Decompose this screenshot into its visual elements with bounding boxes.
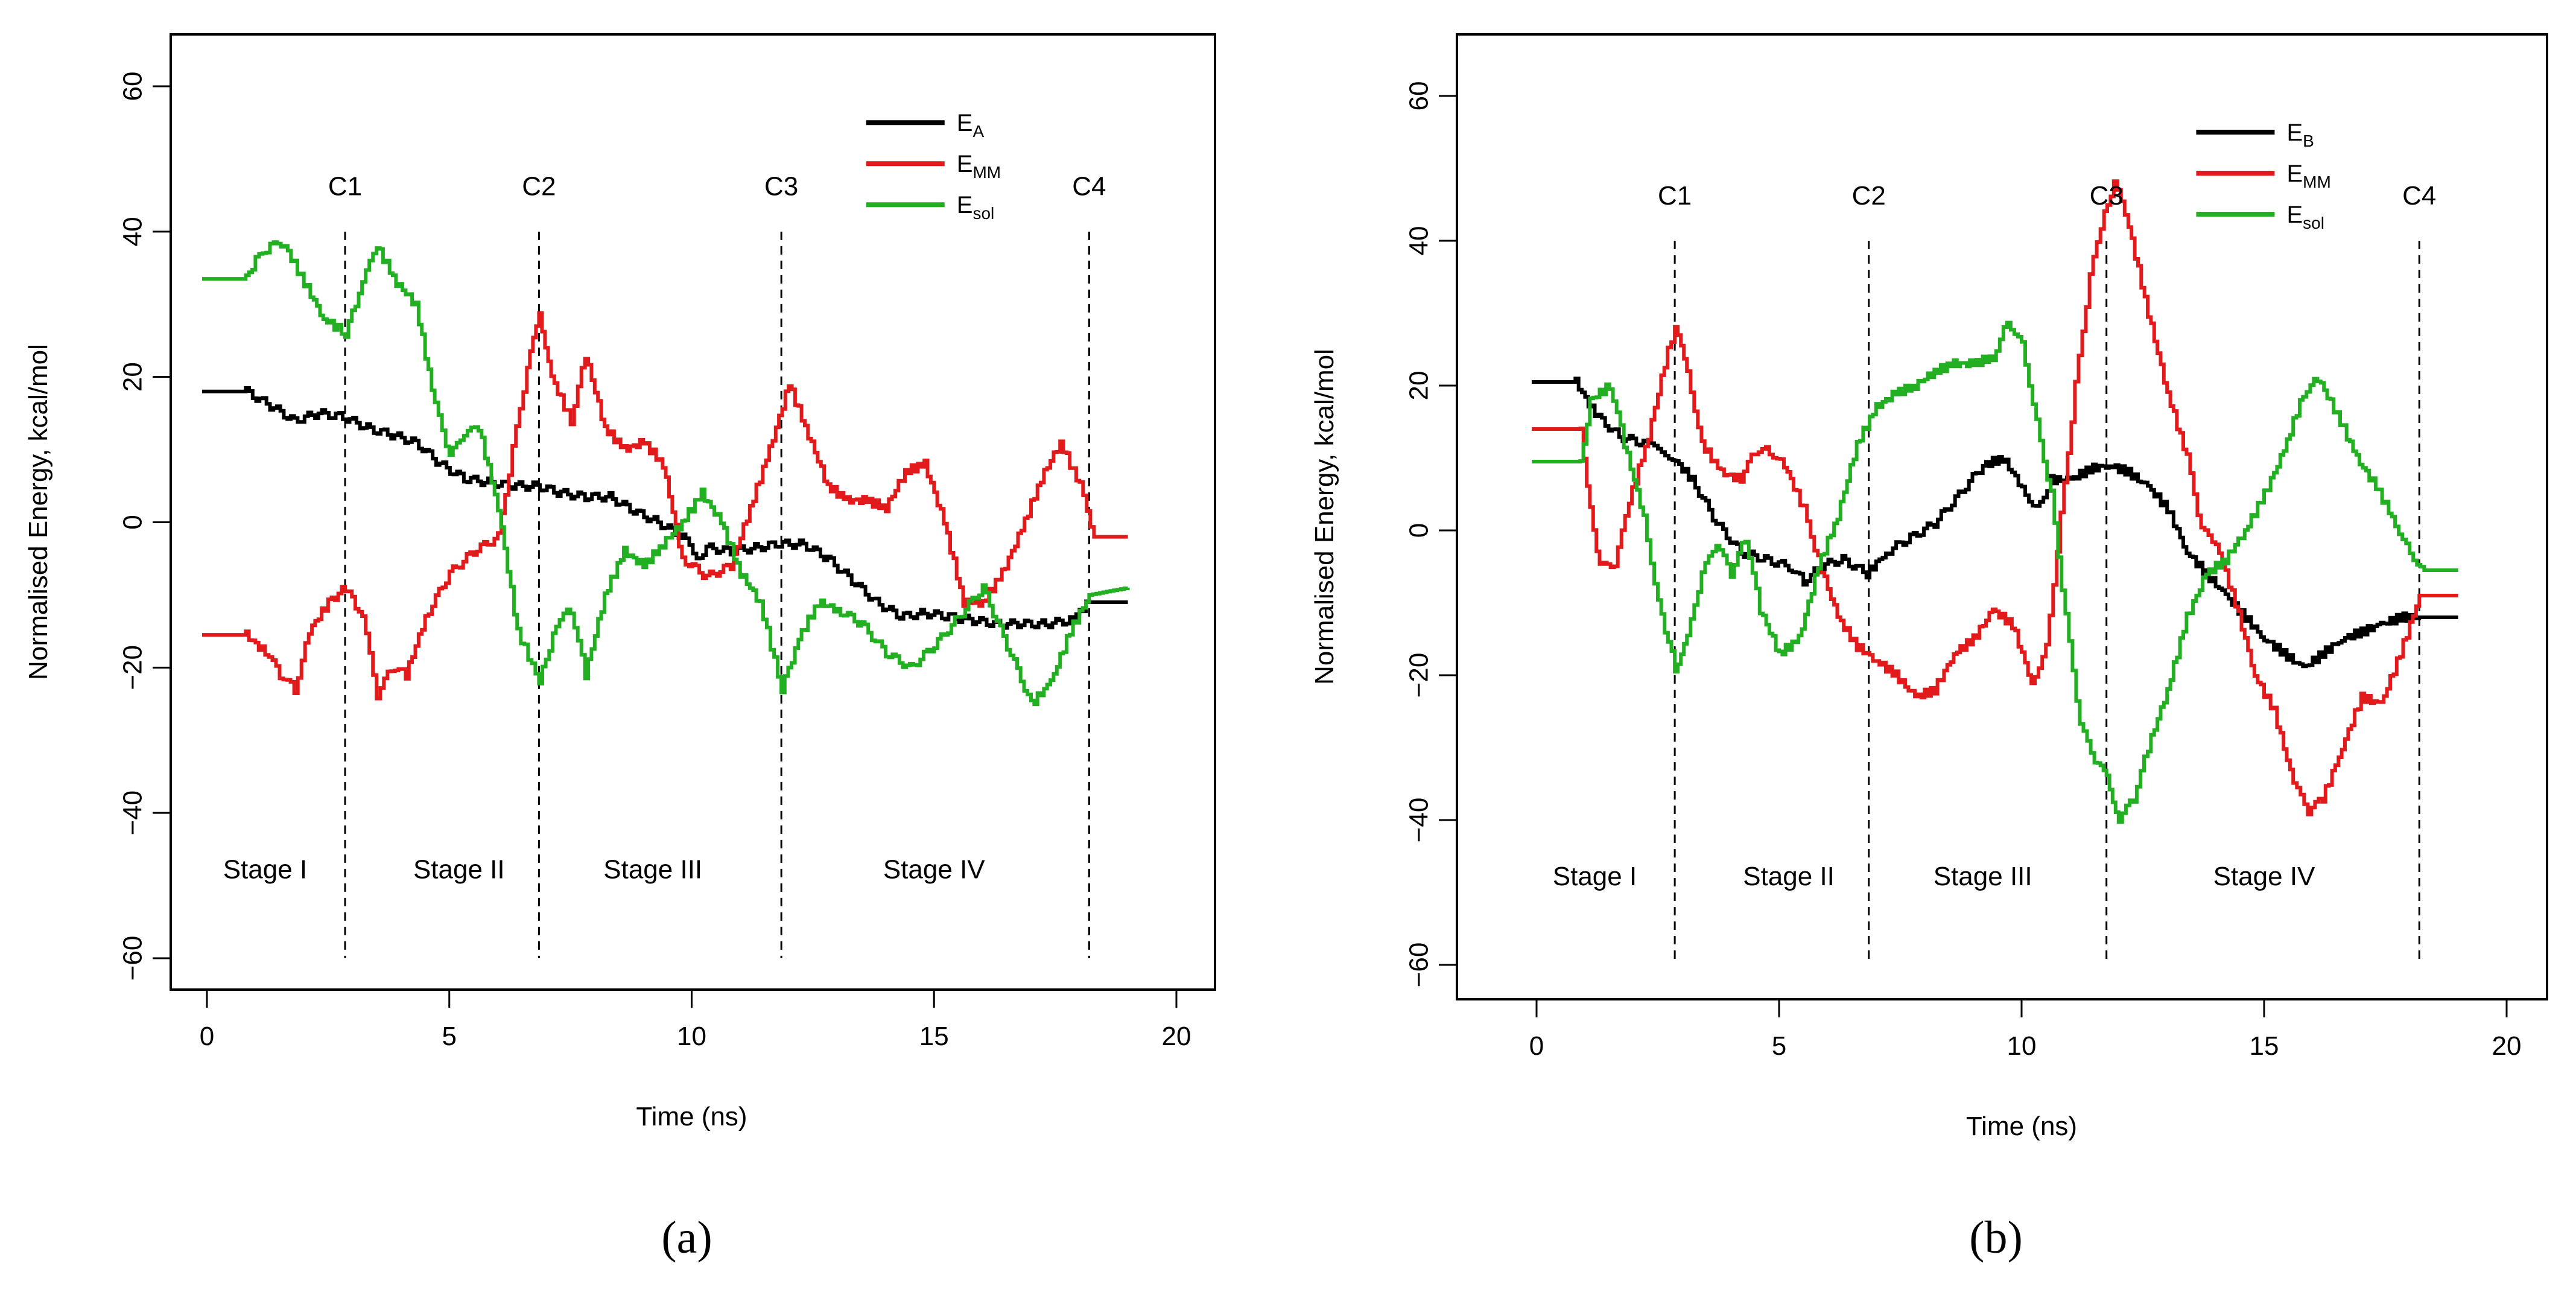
x-tick-label-10: 10 — [677, 1022, 706, 1051]
stage-label-4: Stage IV — [883, 855, 985, 885]
stage-label-1: Stage I — [223, 855, 307, 885]
legend-entry-b: EB — [2286, 119, 2314, 150]
series-e-b — [1532, 377, 2458, 669]
series-e-sol — [1532, 320, 2458, 824]
x-tick-label-5: 5 — [1772, 1031, 1786, 1061]
y-tick-label--20: −20 — [118, 645, 148, 690]
series-layer — [202, 240, 1130, 707]
annotations: C1 C2 C3 C4 Stage I Stage II Stage III Stage IV — [223, 172, 1106, 885]
series-e-a — [202, 386, 1128, 630]
y-tick-label-60: 60 — [1404, 81, 1434, 111]
legend: EB EMM Esol — [2196, 119, 2331, 232]
stage-label-1: Stage I — [1553, 862, 1637, 891]
y-tick-label-0: 0 — [118, 515, 148, 529]
series-e-mm — [202, 311, 1128, 701]
x-tick-label-10: 10 — [2007, 1031, 2037, 1061]
series-e-mm — [1532, 179, 2458, 816]
y-axis-label: Normalised Energy, kcal/mol — [1310, 349, 1339, 685]
y-tick-label-60: 60 — [118, 72, 148, 101]
x-tick-label-15: 15 — [2250, 1031, 2279, 1061]
legend-entry-mm: EMM — [957, 151, 1001, 182]
y-tick-label--20: −20 — [1404, 653, 1434, 698]
y-tick-label--60: −60 — [118, 936, 148, 981]
stage-label-3: Stage III — [603, 855, 702, 885]
x-axis-label: Time (ns) — [1966, 1112, 2077, 1141]
annotations: C1 C2 C3 C4 Stage I Stage II Stage III Stage IV — [1553, 181, 2437, 891]
cline-label-c4: C4 — [1072, 172, 1106, 202]
y-tick-label--60: −60 — [1404, 943, 1434, 988]
y-tick-label--40: −40 — [118, 790, 148, 836]
y-tick-label-0: 0 — [1404, 523, 1434, 538]
series-layer — [1532, 179, 2458, 824]
panel-caption: (a) — [661, 1212, 712, 1263]
stage-label-3: Stage III — [1934, 862, 2032, 891]
series-e-sol — [202, 240, 1130, 707]
y-axis-label: Normalised Energy, kcal/mol — [24, 344, 53, 680]
cline-label-c3: C3 — [764, 172, 798, 202]
axes: 0 5 10 15 20 −60 −40 −20 0 20 40 60 — [1404, 81, 2522, 1061]
stage-label-4: Stage IV — [2213, 862, 2315, 891]
x-tick-label-0: 0 — [1529, 1031, 1544, 1061]
cline-label-c1: C1 — [328, 172, 362, 202]
x-tick-label-20: 20 — [1162, 1022, 1191, 1051]
cline-label-c4: C4 — [2402, 181, 2436, 211]
panel-a: 0 5 10 15 20 −60 −40 −20 0 20 40 60 C1 C2 C3 C4 Stage I… — [24, 33, 1216, 1263]
x-axis-label: Time (ns) — [636, 1102, 747, 1131]
cline-label-c1: C1 — [1658, 181, 1692, 211]
y-tick-label--40: −40 — [1404, 798, 1434, 843]
panel-b: 0 5 10 15 20 −60 −40 −20 0 20 40 60 C1 C2 C3 C4 Stage I… — [1310, 33, 2548, 1263]
axes: 0 5 10 15 20 −60 −40 −20 0 20 40 60 — [118, 72, 1191, 1051]
x-tick-label-0: 0 — [200, 1022, 214, 1051]
y-tick-label-40: 40 — [118, 217, 148, 246]
x-tick-label-5: 5 — [442, 1022, 457, 1051]
y-tick-label-20: 20 — [118, 362, 148, 392]
stage-label-2: Stage II — [413, 855, 505, 885]
legend-entry-sol: Esol — [957, 192, 994, 223]
stage-label-2: Stage II — [1743, 862, 1835, 891]
panel-caption: (b) — [1969, 1212, 2023, 1263]
legend-entry-a: EA — [957, 110, 985, 141]
cline-label-c2: C2 — [1852, 181, 1886, 211]
y-tick-label-40: 40 — [1404, 226, 1434, 256]
legend-entry-sol: Esol — [2286, 202, 2324, 232]
x-tick-label-15: 15 — [919, 1022, 949, 1051]
y-tick-label-20: 20 — [1404, 371, 1434, 401]
cline-label-c3: C3 — [2090, 181, 2124, 211]
cline-label-c2: C2 — [522, 172, 556, 202]
legend-entry-mm: EMM — [2286, 161, 2330, 191]
x-tick-label-20: 20 — [2492, 1031, 2522, 1061]
legend: EA EMM Esol — [866, 110, 1001, 223]
